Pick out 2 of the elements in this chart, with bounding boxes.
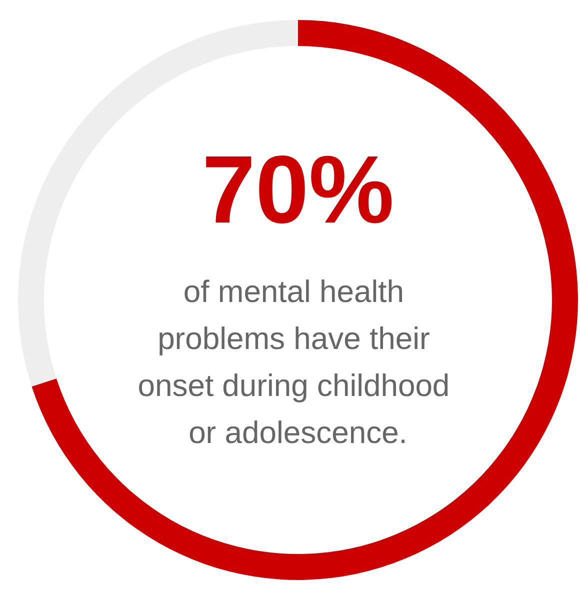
data-label: 70% (202, 136, 394, 244)
text: of mental health problems have their onset during childhood or adolescence. (138, 274, 458, 450)
